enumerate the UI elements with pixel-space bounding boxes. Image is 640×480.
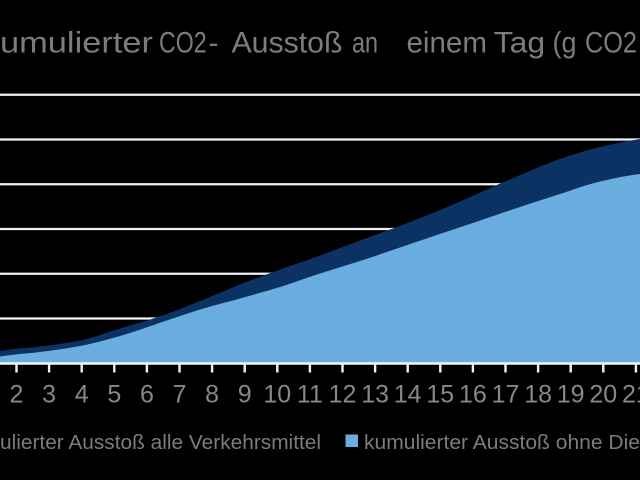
svg-text:4: 4 [75,380,89,408]
svg-text:13: 13 [361,380,389,408]
svg-text:11: 11 [297,380,323,408]
svg-text:5: 5 [107,380,121,408]
svg-text:18: 18 [524,380,552,408]
svg-text:10: 10 [263,380,291,408]
svg-text:kumulierter Ausstoß ohne Diese: kumulierter Ausstoß ohne Dieselbusse [364,431,640,454]
svg-text:21: 21 [622,380,640,408]
svg-text:3: 3 [42,380,56,408]
svg-text:14: 14 [394,380,422,408]
svg-text:9: 9 [238,380,252,408]
svg-text:17: 17 [492,380,520,408]
svg-text:2: 2 [10,380,24,408]
svg-text:6: 6 [140,380,154,408]
svg-text:16: 16 [459,380,487,408]
svg-text:12: 12 [329,380,357,408]
svg-text:kumulierter Ausstoß alle Verke: kumulierter Ausstoß alle Verkehrsmittel [0,431,321,454]
svg-text:15: 15 [426,380,454,408]
svg-text:19: 19 [557,380,585,408]
svg-text:8: 8 [205,380,219,408]
svg-text:20: 20 [589,380,617,408]
svg-text:7: 7 [173,380,187,408]
